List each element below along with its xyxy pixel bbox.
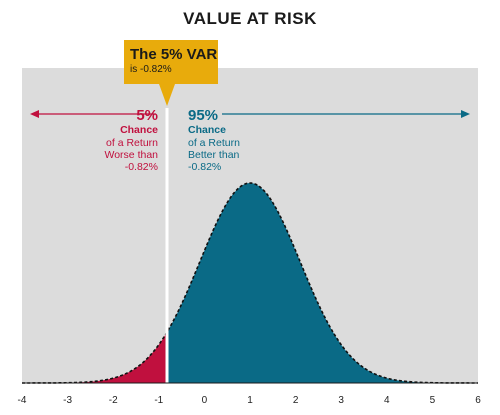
left-tail-area [22, 332, 168, 383]
callout-box [124, 40, 218, 106]
x-tick-label: 6 [475, 395, 481, 406]
left-annotation-percent: 5% [136, 107, 158, 124]
x-tick-label: -3 [63, 395, 72, 406]
x-tick-label: 2 [293, 395, 299, 406]
right-annotation-percent: 95% [188, 107, 218, 124]
left-annotation-line4: -0.82% [125, 161, 158, 173]
x-tick-label: -2 [109, 395, 118, 406]
curve-outline [22, 182, 478, 384]
left-annotation-line2: of a Return [106, 137, 158, 149]
callout-subtitle: is -0.82% [130, 64, 172, 75]
var-callout: The 5% VAR is -0.82% [124, 40, 218, 106]
right-annotation-line3: Better than [188, 149, 240, 161]
left-arrow-head [30, 110, 39, 118]
left-annotation-line3: Worse than [105, 149, 159, 161]
callout-title: The 5% VAR [130, 46, 217, 63]
right-arrow-head [461, 110, 470, 118]
right-annotation-line4: -0.82% [188, 161, 221, 173]
x-tick-label: 3 [338, 395, 344, 406]
x-tick-label: 4 [384, 395, 390, 406]
left-annotation-line1: Chance [120, 124, 158, 136]
x-tick-label: -1 [154, 395, 163, 406]
x-tick-label: 1 [247, 395, 253, 406]
x-tick-label: 5 [430, 395, 436, 406]
x-tick-label: -4 [18, 395, 27, 406]
chart-title: VALUE AT RISK [183, 9, 317, 28]
right-annotation: 95% Chance of a Return Better than -0.82… [188, 107, 470, 173]
right-annotation-line2: of a Return [188, 137, 240, 149]
left-annotation: 5% Chance of a Return Worse than -0.82% [30, 107, 158, 173]
right-annotation-line1: Chance [188, 124, 226, 136]
right-body-area [167, 183, 478, 383]
x-tick-label: 0 [202, 395, 208, 406]
x-tick-labels: -4 -3 -2 -1 0 1 2 3 4 5 6 [18, 395, 482, 406]
